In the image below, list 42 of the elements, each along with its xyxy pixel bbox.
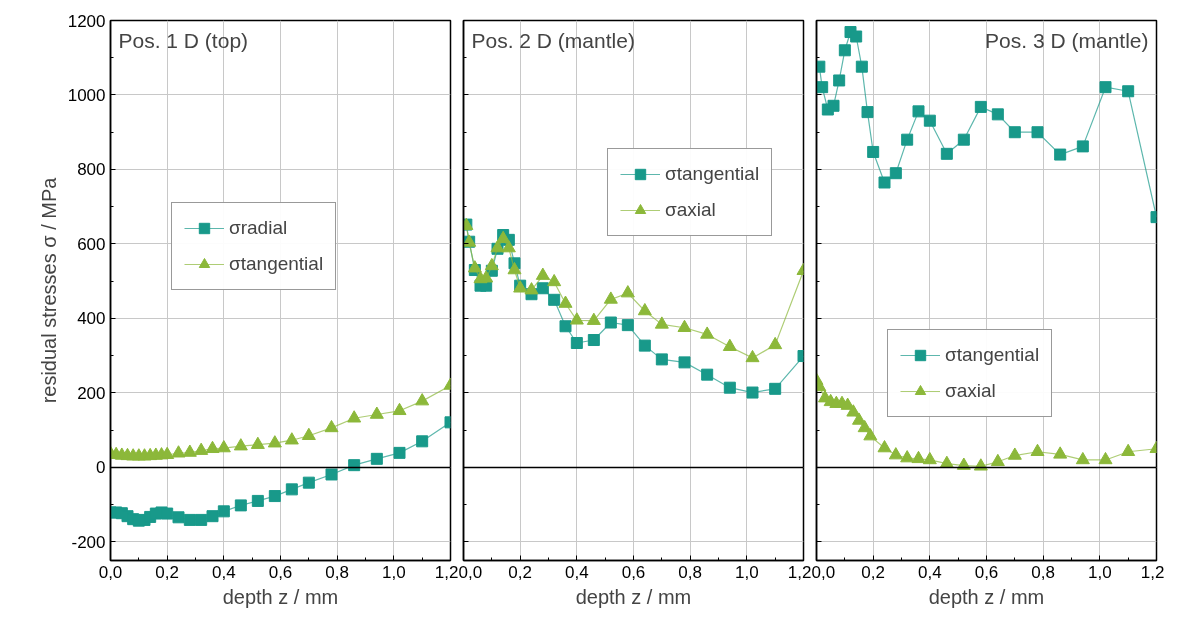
x-tick-label: 0,6 (974, 562, 999, 582)
chart-title: Pos. 2 D (mantle) (471, 28, 635, 52)
y-tick-label: 1000 (67, 85, 106, 105)
x-tick-label: 0,0 (98, 562, 123, 582)
x-tick-label: 0,2 (508, 562, 532, 582)
y-tick-label: 0 (96, 458, 106, 478)
legend-label: σaxial (945, 379, 996, 403)
x-axis-title: depth z / mm (222, 585, 339, 608)
x-tick-label: 1,0 (382, 562, 406, 582)
y-tick-label: 1200 (67, 11, 106, 31)
x-tick-label: 1,0 (1088, 562, 1112, 582)
x-tick-label: 0,0 (458, 562, 483, 582)
x-tick-label: 0,2 (861, 562, 885, 582)
x-tick-label: 0,2 (155, 562, 179, 582)
x-tick-label: 0,6 (621, 562, 646, 582)
x-tick-label: 0,4 (565, 562, 589, 582)
x-tick-label: 0,4 (212, 562, 236, 582)
y-tick-label: 400 (77, 309, 106, 329)
x-tick-label: 0,8 (1031, 562, 1055, 582)
chart-title: Pos. 1 D (top) (118, 28, 249, 52)
x-axis-title: depth z / mm (575, 585, 692, 608)
x-tick-label: 0,4 (918, 562, 942, 582)
x-tick-label: 1,0 (735, 562, 759, 582)
y-tick-label: -200 (71, 532, 106, 552)
x-tick-label: 0,8 (325, 562, 349, 582)
x-axis-title: depth z / mm (928, 585, 1045, 608)
x-tick-label: 0,8 (678, 562, 702, 582)
x-tick-label: 1,2 (1140, 562, 1165, 582)
legend-label: σtangential (229, 252, 324, 276)
y-tick-label: 200 (77, 383, 106, 403)
chart-title: Pos. 3 D (mantle) (985, 28, 1149, 52)
y-axis-title: residual stresses σ / MPa (37, 176, 60, 404)
legend-label: σtangential (665, 162, 760, 186)
y-tick-label: 600 (77, 234, 106, 254)
legend-label: σtangential (945, 343, 1040, 367)
y-tick-label: 800 (77, 160, 106, 180)
legend-label: σradial (229, 216, 288, 240)
x-tick-label: 1,2 (434, 562, 459, 582)
x-tick-label: 1,2 (787, 562, 812, 582)
x-tick-label: 0,6 (268, 562, 293, 582)
legend-label: σaxial (665, 198, 716, 222)
x-tick-label: 0,0 (811, 562, 836, 582)
